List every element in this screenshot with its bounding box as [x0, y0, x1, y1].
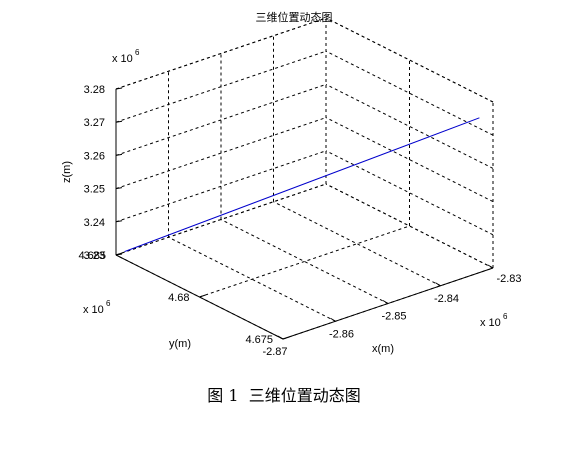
box-top-edge — [325, 17, 494, 103]
z-tick-label: 3.25 — [84, 184, 105, 196]
grid-line-backx-z — [325, 83, 494, 169]
3d-line-chart: 三维位置动态图 z(m) x 10 6 y(m) x 10 6 x(m) x 1… — [61, 10, 522, 358]
z-tick-label: 3.27 — [84, 117, 105, 129]
z-tick-label: 3.23 — [84, 250, 105, 262]
grid-line-backy-z — [115, 150, 327, 223]
x-axis-label: x(m) — [372, 343, 394, 355]
x-multiplier-exponent: 6 — [503, 312, 508, 321]
x-tick-label: -2.85 — [381, 311, 406, 323]
x-tick — [330, 317, 336, 322]
x-tick — [435, 282, 441, 287]
x-tick — [487, 264, 494, 269]
grid-line-backy-z — [115, 117, 327, 190]
z-tick — [115, 87, 123, 90]
y-multiplier: x 10 — [83, 304, 104, 316]
z-tick — [115, 153, 123, 156]
y-axis-label: y(m) — [169, 338, 191, 350]
y-multiplier-exponent: 6 — [106, 299, 111, 308]
tick-labels: -2.87-2.86-2.85-2.84-2.834.6754.684.6853… — [78, 84, 521, 358]
x-tick — [382, 300, 389, 304]
grid-line-backx-z — [325, 183, 494, 269]
y-tick-label: 4.675 — [245, 334, 273, 346]
z-tick — [115, 253, 123, 256]
grid-line-floor-x — [168, 236, 336, 322]
grid-line-floor-x — [220, 219, 389, 304]
z-tick — [115, 187, 123, 190]
chart-title: 三维位置动态图 — [256, 10, 333, 24]
grid-line-backx-z — [325, 117, 494, 203]
grid-line-floor-y — [199, 225, 410, 298]
grid-line-backy-z — [115, 183, 327, 256]
z-tick-label: 3.28 — [84, 84, 105, 96]
x-tick — [277, 335, 284, 340]
grid-lines — [115, 17, 494, 340]
figure-caption: 图 1 三维位置动态图 — [207, 386, 361, 405]
y-tick — [282, 336, 290, 340]
grid-line-backy-z — [115, 50, 327, 123]
y-tick — [199, 294, 206, 298]
x-tick-label: -2.84 — [434, 293, 459, 305]
series-layer — [124, 117, 480, 253]
series-line — [124, 117, 480, 253]
z-axis-label: z(m) — [61, 161, 73, 183]
grid-line-backx-z — [325, 150, 494, 236]
x-multiplier: x 10 — [480, 317, 501, 329]
z-tick-label: 3.24 — [84, 217, 105, 229]
y-tick-label: 4.68 — [168, 292, 189, 304]
tick-marks — [115, 87, 494, 340]
z-multiplier-exponent: 6 — [135, 48, 140, 57]
z-tick — [115, 220, 123, 223]
z-multiplier: x 10 — [112, 53, 133, 65]
x-tick-label: -2.83 — [496, 273, 521, 285]
x-tick-label: -2.86 — [329, 328, 354, 340]
z-tick — [115, 120, 123, 123]
grid-line-backx-z — [325, 50, 494, 136]
y-tick-label: 4.685 — [78, 250, 106, 262]
grid-line-backy-z — [115, 83, 327, 156]
z-tick-label: 3.26 — [84, 150, 105, 162]
grid-line-floor-x — [273, 201, 441, 287]
box-top-edge — [115, 17, 327, 90]
x-tick-label: -2.87 — [262, 346, 287, 358]
